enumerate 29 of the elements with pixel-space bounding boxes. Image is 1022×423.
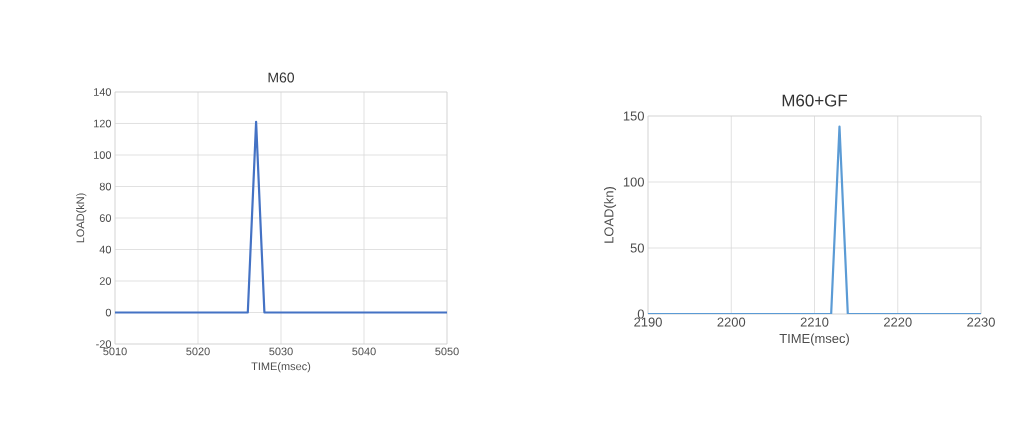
y-tick-label: 60 <box>99 214 112 222</box>
y-tick-label: 20 <box>99 277 112 285</box>
y-tick-label: 40 <box>99 245 112 254</box>
y-tick-label: 140 <box>94 88 112 96</box>
x-tick-label: 5020 <box>186 347 210 356</box>
x-tick-label: 5050 <box>435 347 459 356</box>
y-tick-label: 120 <box>94 119 112 128</box>
y-tick-label: -20 <box>96 340 112 348</box>
x-tick-label: 2230 <box>967 317 995 327</box>
x-tick-label: 2210 <box>800 317 829 327</box>
y-tick-label: 80 <box>99 182 112 191</box>
y-tick-label: 150 <box>623 111 644 121</box>
x-tick-label: 2220 <box>884 317 912 327</box>
y-tick-label: 0 <box>105 308 112 317</box>
x-tick-label: 2190 <box>634 317 662 327</box>
x-tick-label: 5010 <box>103 347 127 356</box>
y-tick-label: 0 <box>637 309 644 319</box>
chart-title: M60+GF <box>782 94 848 107</box>
chart-title: M60 <box>268 72 295 83</box>
x-tick-label: 2200 <box>717 317 746 327</box>
x-axis-title: TIME(msec) <box>779 333 849 346</box>
y-axis-title: LOAD(kn) <box>603 187 617 243</box>
y-tick-label: 100 <box>623 177 644 187</box>
x-tick-label: 5040 <box>352 347 376 356</box>
x-axis-title: TIME(msec) <box>251 362 311 373</box>
y-axis-title: LOAD(kN) <box>76 193 87 243</box>
y-tick-label: 100 <box>94 151 112 159</box>
y-tick-label: 50 <box>630 243 644 253</box>
x-tick-label: 5030 <box>269 347 293 356</box>
